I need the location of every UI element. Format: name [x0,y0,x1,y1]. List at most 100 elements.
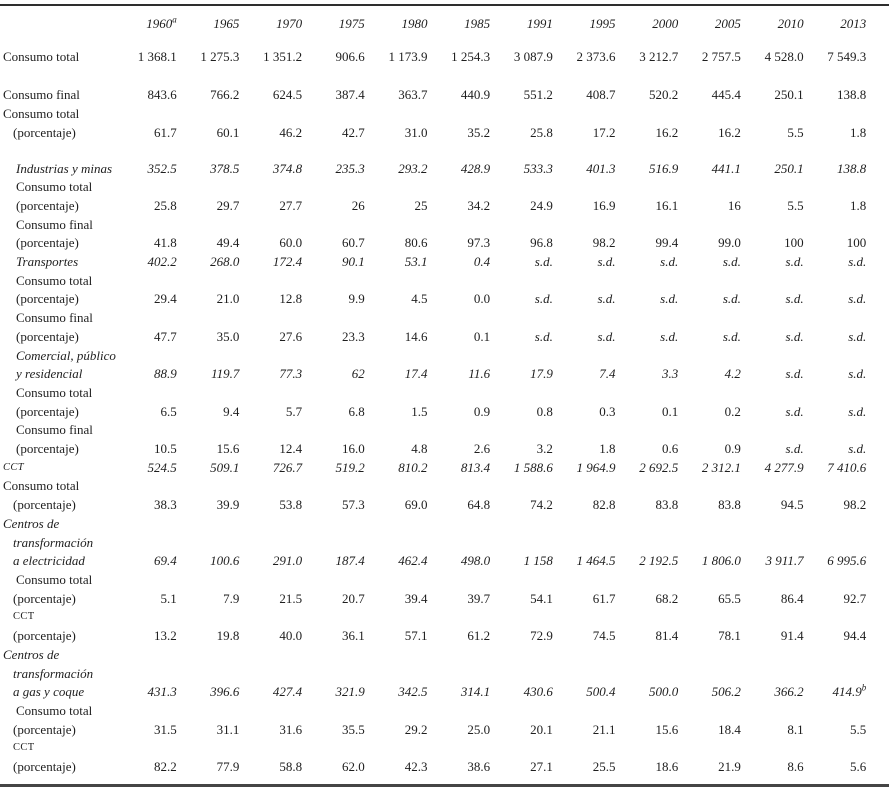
value-cell: 428.9 [460,160,491,176]
value-cell: 1.8 [599,441,616,457]
value-cell: 235.3 [335,160,365,176]
year-column-header: 2010 [777,16,804,31]
value-cell: 42.3 [404,759,428,775]
row-label-line: CCT [13,611,35,623]
value-cell: s.d. [741,253,804,272]
value-cell: s.d. [804,309,866,346]
row-label-line: transformación [13,665,94,681]
value-cell: 138.8 [837,160,867,176]
value-cell: 4.5 [411,291,428,307]
value-cell: 23.3 [342,328,365,344]
row-label-line: (porcentaje) [13,628,76,644]
no-data-marker: s.d. [785,403,804,419]
value-cell: 16.1 [655,197,679,213]
no-data-marker: s.d. [785,254,804,270]
value-cell: 3 087.9 [513,48,553,64]
row-label: CCT (porcentaje) [0,739,114,783]
table-row-gas-cct-pct: CCT (porcentaje) 82.2 77.9 58.8 62.0 42.3 38.6 2… [0,739,889,783]
value-cell: 8.1 [787,721,804,737]
value-cell: 250.1 [774,160,804,176]
value-cell: 0.9 [724,441,741,457]
value-cell: 3.3 [661,366,679,382]
value-cell: 366.2 [774,684,804,700]
value-cell: 61.7 [153,124,177,140]
value-cell: 91.4 [780,628,804,644]
value-cell: 49.4 [216,235,240,251]
value-cell: 810.2 [398,459,428,475]
value-cell: 78.1 [718,628,741,644]
value-cell: 3 212.7 [639,48,679,64]
row-label: Centros de transformación a electricidad [0,515,114,571]
value-cell: 387.4 [335,87,365,103]
value-cell: 3 911.7 [765,553,804,569]
value-cell: 31.6 [279,721,303,737]
value-cell: s.d. [741,347,804,384]
value-cell: 14.6 [404,328,428,344]
table-row-comercial-publico-residencial: Comercial, público y residencial 88.9 119.7… [0,347,889,384]
value-cell: 80.6 [404,235,428,251]
value-cell: 342.5 [398,684,428,700]
value-cell: 99.0 [718,235,741,251]
value-cell: 98.2 [843,497,867,513]
row-spacer [866,608,889,645]
value-cell: 69.0 [404,497,428,513]
table-row-comercial-consumo-final-pct: Consumo final (porcentaje) 10.5 15.6 12.4 16.… [0,421,889,458]
value-cell: 402.2 [147,254,177,270]
value-cell: s.d. [616,272,678,309]
row-label-line: Consumo total [16,384,93,400]
no-data-marker: s.d. [785,291,804,307]
header-spacer [866,6,889,34]
row-label: CCT (porcentaje) [0,608,114,645]
table-row-transportes-consumo-final-pct: Consumo final (porcentaje) 47.7 35.0 27.6 23.… [0,309,889,346]
year-column-header: 1980 [401,16,428,31]
value-cell: 98.2 [592,235,616,251]
footnote-marker: b [861,682,867,693]
year-column-header: 1970 [276,16,303,31]
value-cell: 62 [351,366,365,382]
row-label-line: a gas y coque [13,684,85,700]
value-cell: 21.9 [718,759,741,775]
row-label-line: Consumo total [16,272,93,288]
row-label-line: Consumo final [16,216,93,232]
value-cell: 27.6 [279,328,303,344]
value-cell: 7.9 [223,590,240,606]
table-row-consumo-total-porcentaje: Consumo total (porcentaje) 61.7 60.1 46.2 42.… [0,105,889,142]
row-label-line: Consumo final [16,422,93,438]
value-cell: 2 373.6 [576,48,616,64]
row-spacer [866,477,889,514]
value-cell: 92.7 [843,590,867,606]
row-label: Comercial, público y residencial [0,347,116,384]
value-cell: 509.1 [210,459,240,475]
row-label-line: (porcentaje) [13,124,76,140]
value-cell: 68.2 [655,590,679,606]
value-cell: 88.9 [153,366,177,382]
table-row-industrias-consumo-total-pct: Consumo total (porcentaje) 25.8 29.7 27.7 26 2… [0,178,889,215]
value-cell: 12.8 [279,291,303,307]
value-cell: 3.2 [536,441,553,457]
row-label-line: Consumo total [3,106,80,122]
value-cell: s.d. [553,309,615,346]
table-body: Consumo total 1 368.1 1 275.3 1 351.2 906.6 1… [0,34,889,784]
row-label-line: Centros de [3,515,60,531]
value-cell: 0.2 [724,403,741,419]
value-cell: 15.6 [216,441,240,457]
table-row-electricidad-consumo-total-pct: Consumo total (porcentaje) 5.1 7.9 21.5 20.7 3… [0,571,889,608]
row-label-line: Industrias y minas [16,160,113,176]
value-cell: 60.7 [342,235,365,251]
table-row-centros-transformacion-electricidad: Centros de transformación a electricidad 69… [0,515,889,571]
row-label: Consumo total (porcentaje) [0,702,114,739]
value-cell: 65.5 [718,590,741,606]
no-data-marker: s.d. [722,254,741,270]
year-column-header: 1960a [146,14,177,31]
value-cell: 16.9 [592,197,616,213]
value-cell: 2 757.5 [701,48,741,64]
value-cell: 99.4 [655,235,679,251]
value-cell: 25.8 [153,197,177,213]
value-cell: s.d. [553,253,615,272]
row-label-line: y residencial [16,366,83,382]
row-spacer [866,66,889,105]
value-cell: 25.8 [530,124,553,140]
value-cell: 11.6 [468,366,491,382]
row-label-line: (porcentaje) [16,441,79,457]
value-cell: 46.2 [279,124,303,140]
